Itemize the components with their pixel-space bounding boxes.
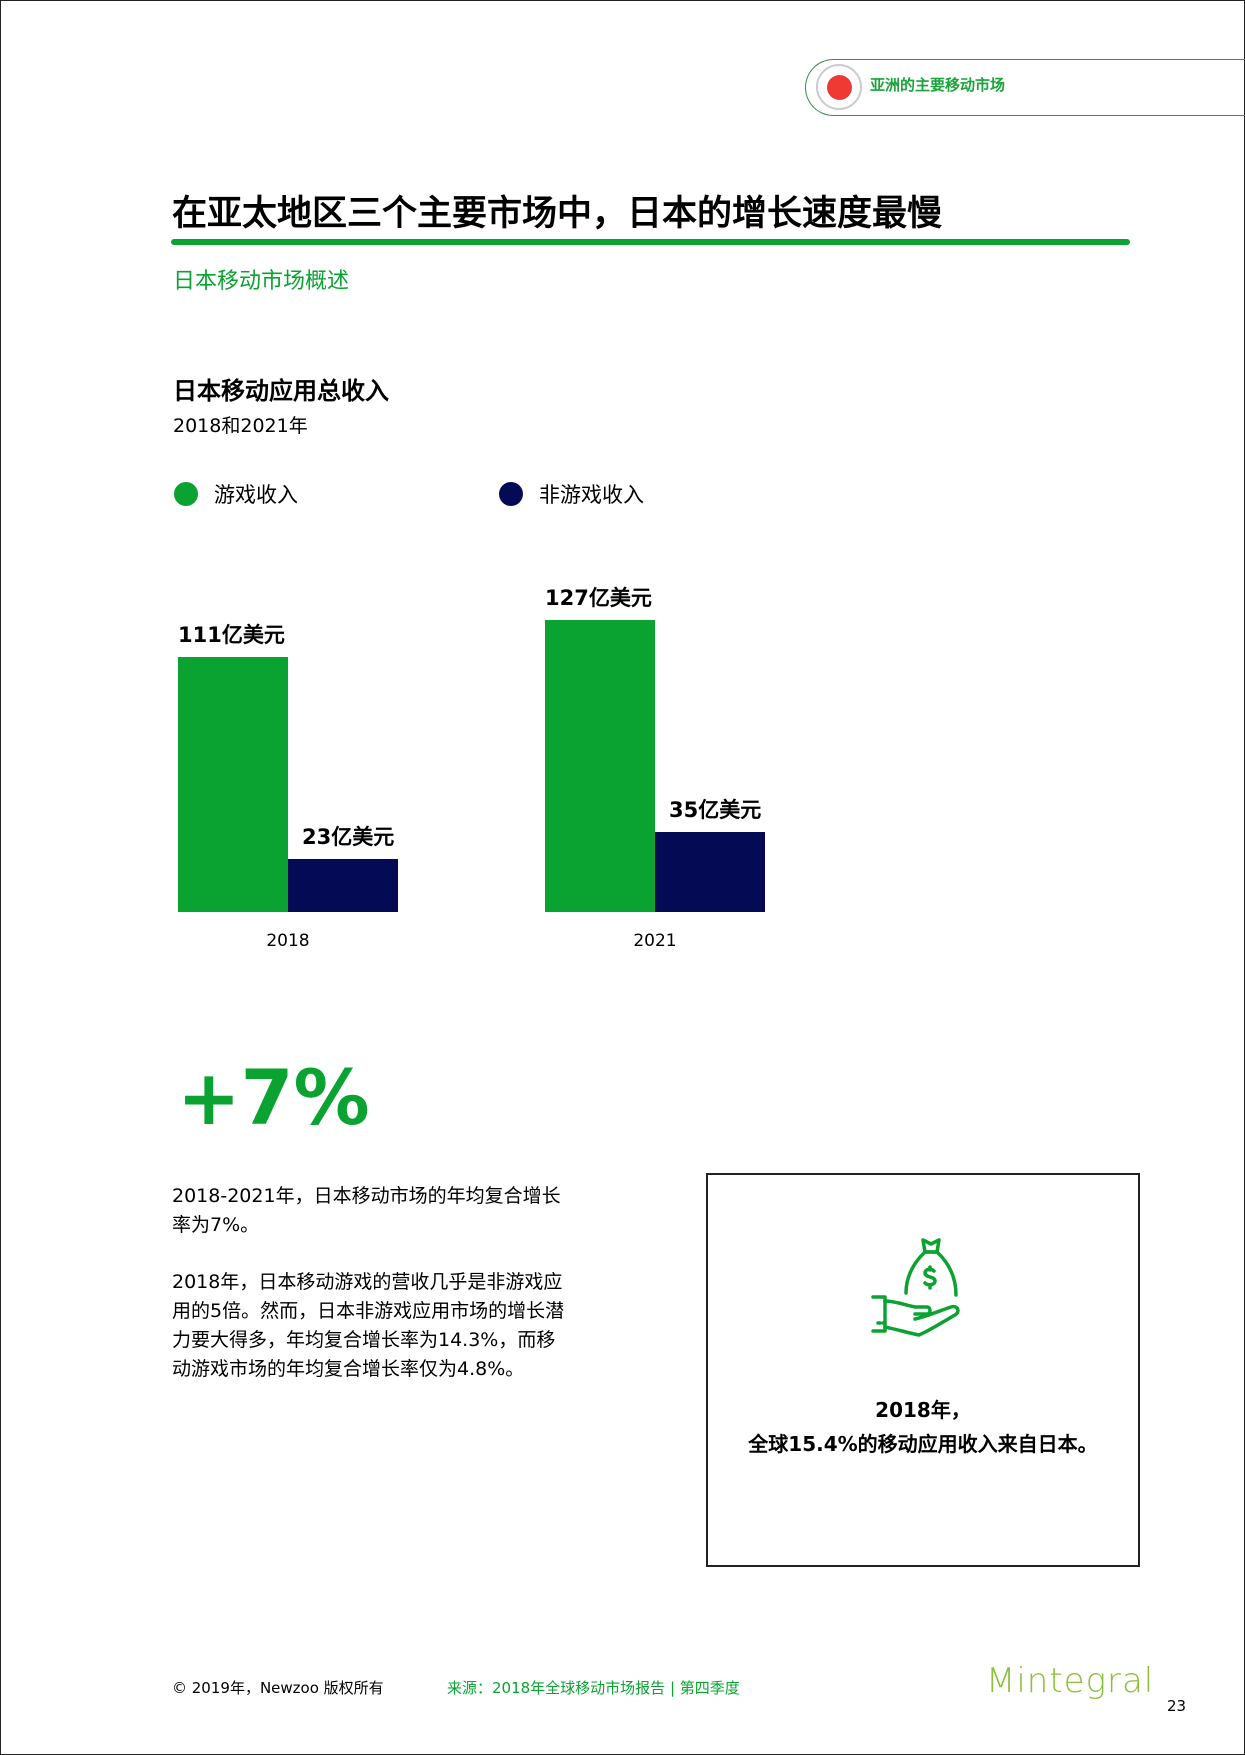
data-label: 111亿美元 [178,622,285,647]
text-line: 2018年，日本移动游戏的营收几乎是非游戏应 [172,1271,563,1293]
growth-rate: +7% [177,1053,370,1142]
callout-box: 2018年， 全球15.4%的移动应用收入来自日本。 [706,1173,1140,1567]
chart-title: 日本移动应用总收入 [173,377,389,405]
paragraph-2: 2018年，日本移动游戏的营收几乎是非游戏应 用的5倍。然而，日本非游戏应用市场… [172,1268,564,1384]
x-tick-label: 2018 [266,931,310,951]
source-note: 来源：2018年全球移动市场报告 | 第四季度 [447,1679,740,1697]
legend-swatch-icon [174,482,198,506]
text-line: 率为7%。 [172,1214,260,1236]
callout-line: 2018年， [875,1398,971,1422]
paragraph-1: 2018-2021年，日本移动市场的年均复合增长 率为7%。 [172,1182,561,1240]
page-number: 23 [1167,1697,1187,1715]
legend-item-non-games: 非游戏收入 [499,479,644,509]
bar-2021-non-games [655,831,765,912]
bar-2018-non-games [288,859,398,912]
legend-item-games: 游戏收入 [174,479,298,509]
section-marker-icon [816,64,862,110]
money-bag-hand-icon [871,1238,960,1337]
section-label: 亚洲的主要移动市场 [870,76,1006,94]
text-line: 2018-2021年，日本移动市场的年均复合增长 [172,1185,561,1207]
red-dot-icon [827,75,852,100]
title-divider [171,239,1130,245]
chart-subtitle: 2018和2021年 [173,415,308,437]
text-line: 力要大得多，年均复合增长率为14.3%，而移 [172,1329,556,1351]
bar-2021-games [545,619,655,912]
page-subtitle: 日本移动市场概述 [173,269,350,294]
text-line: 用的5倍。然而，日本非游戏应用市场的增长潜 [172,1300,565,1322]
data-label: 23亿美元 [302,825,395,850]
mintegral-logo: Mintegral [986,1661,1155,1701]
section-tab: 亚洲的主要移动市场 [805,59,1245,116]
x-tick-label: 2021 [633,931,677,951]
page-title: 在亚太地区三个主要市场中，日本的增长速度最慢 [172,194,943,234]
copyright: © 2019年，Newzoo 版权所有 [172,1679,384,1697]
callout-text: 2018年， 全球15.4%的移动应用收入来自日本。 [708,1393,1138,1461]
text-line: 动游戏市场的年均复合增长率仅为4.8%。 [172,1358,525,1380]
data-label: 127亿美元 [545,585,652,610]
legend-label: 游戏收入 [214,483,298,507]
data-label: 35亿美元 [669,797,762,822]
bar-2018-games [178,656,288,912]
legend-swatch-icon [499,482,523,506]
callout-line: 全球15.4%的移动应用收入来自日本。 [748,1432,1098,1456]
legend-label: 非游戏收入 [539,483,644,507]
